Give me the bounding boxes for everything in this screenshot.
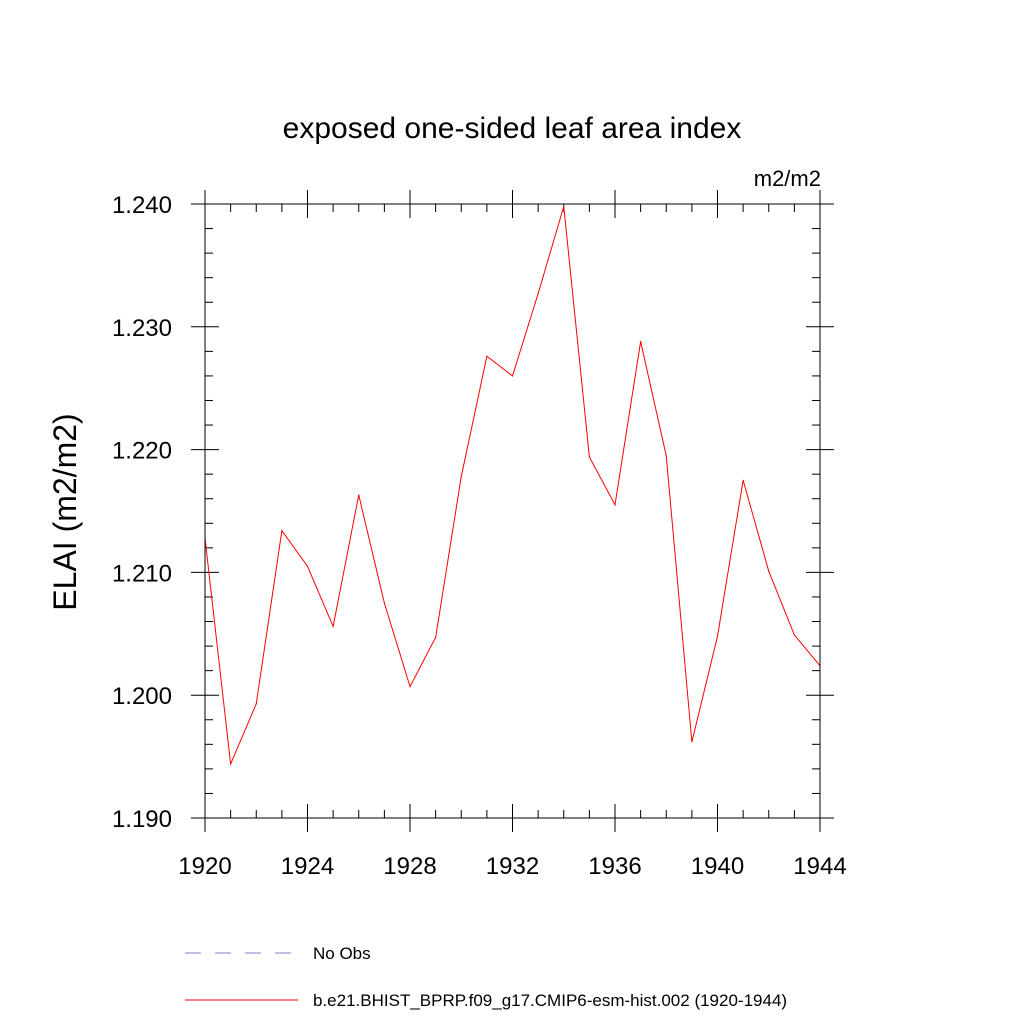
data-point — [537, 293, 539, 295]
data-point — [563, 205, 565, 208]
data-point — [281, 530, 283, 532]
chart-title: exposed one-sided leaf area index — [283, 112, 742, 145]
y-tick-label: 1.230 — [112, 315, 172, 342]
y-tick-label: 1.240 — [112, 192, 172, 219]
y-tick-label: 1.200 — [112, 683, 172, 710]
x-tick-label: 1936 — [588, 853, 641, 880]
y-tick-label: 1.220 — [112, 438, 172, 465]
y-tick-label: 1.210 — [112, 560, 172, 587]
x-tick-label: 1944 — [793, 853, 846, 880]
x-tick-label: 1924 — [281, 853, 334, 880]
y-tick-labels: 1.190 1.200 1.210 1.220 1.230 1.240 — [112, 192, 172, 833]
data-point — [614, 504, 616, 506]
x-tick-label: 1920 — [178, 853, 231, 880]
data-point — [486, 355, 488, 357]
legend-label-no-obs: No Obs — [313, 944, 371, 963]
x-tick-label: 1940 — [691, 853, 744, 880]
legend-label-model: b.e21.BHIST_BPRP.f09_g17.CMIP6-esm-hist.… — [313, 991, 787, 1010]
data-point — [460, 476, 462, 478]
x-tick-label: 1928 — [383, 853, 436, 880]
major-ticks — [191, 190, 834, 832]
data-point — [665, 455, 667, 457]
data-point — [332, 625, 334, 628]
data-point — [511, 375, 514, 377]
data-point — [742, 479, 744, 481]
data-point — [358, 494, 360, 496]
data-point — [768, 570, 770, 572]
data-point — [383, 602, 385, 604]
data-point — [793, 634, 795, 636]
data-point — [230, 763, 232, 765]
y-axis-label: ELAI (m2/m2) — [47, 413, 83, 610]
data-point — [640, 340, 642, 343]
data-point — [435, 636, 437, 639]
data-point — [691, 741, 693, 743]
minor-ticks — [205, 204, 820, 818]
data-point — [255, 703, 257, 705]
data-point — [716, 635, 719, 637]
units-label: m2/m2 — [754, 166, 821, 191]
x-tick-label: 1932 — [486, 853, 539, 880]
data-point — [409, 686, 411, 688]
data-point — [306, 565, 309, 567]
series-line — [204, 206, 821, 766]
series-layer — [204, 205, 821, 766]
x-tick-labels: 1920 1924 1928 1932 1936 1940 1944 — [178, 853, 846, 880]
data-point — [588, 456, 590, 458]
plot-frame — [204, 203, 821, 819]
y-tick-label: 1.190 — [112, 806, 172, 833]
